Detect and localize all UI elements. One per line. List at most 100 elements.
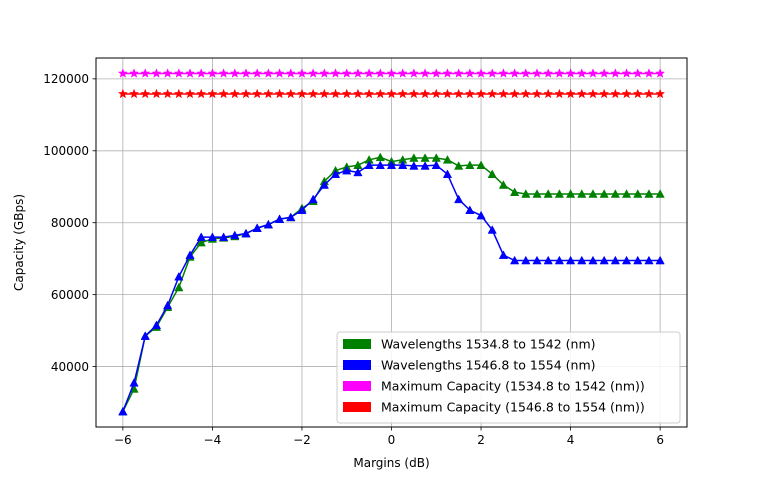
data-point [442,88,453,99]
data-point [118,406,128,416]
data-point [286,212,296,222]
data-point [621,255,632,265]
data-point [196,237,206,247]
data-point [509,88,520,99]
data-point [241,228,251,238]
legend: Wavelengths 1534.8 to 1542 (nm) Wavelengt… [336,331,681,424]
data-point [285,68,296,78]
data-point [532,189,542,198]
data-point [621,68,632,78]
data-point [431,88,442,99]
x-tick-label: −4 [204,433,222,447]
data-point [543,255,553,265]
data-point [644,255,654,265]
data-point [409,161,419,170]
data-point [207,232,218,241]
data-point [565,189,576,198]
data-point [162,88,173,99]
data-point [163,300,173,310]
data-point [475,88,487,99]
data-point [587,68,599,78]
data-point [521,189,531,198]
data-point [184,88,196,99]
data-point [621,189,632,198]
data-point [554,68,565,78]
data-point [420,88,431,99]
data-point [352,68,363,78]
data-point [475,68,487,78]
data-point [375,88,386,99]
x-tick-label: 4 [567,433,575,447]
data-point [375,152,385,162]
data-point [319,88,330,99]
data-point [531,88,543,99]
data-point [610,255,620,265]
data-point [252,88,263,99]
data-point [319,68,330,78]
data-point [610,189,620,198]
data-point [420,68,431,78]
legend-box [336,331,681,424]
data-point [554,255,565,265]
x-axis: −6 −4 −2 0 2 4 6 [114,427,664,447]
data-point [521,255,531,265]
data-point [587,88,599,99]
legend-swatch [343,339,371,349]
data-point [643,68,655,78]
data-point [632,88,643,99]
data-point [218,88,229,99]
data-point [140,68,151,78]
data-point [398,160,408,169]
data-point [218,232,229,241]
y-axis: 40000 60000 80000 100000 120000 [43,72,96,374]
data-point [442,155,453,164]
data-point [453,68,464,78]
data-point [162,68,173,78]
data-point [263,88,274,99]
data-point [465,160,475,169]
data-point [632,68,643,78]
x-tick-label: −6 [114,433,132,447]
data-point [117,88,128,99]
data-point [498,88,509,99]
legend-label: Wavelengths 1534.8 to 1542 (nm) [381,337,596,352]
data-point [520,88,531,99]
data-point [476,210,486,220]
data-point [386,68,397,78]
data-point [498,250,509,259]
data-point [364,88,375,99]
y-tick-label: 60000 [51,288,89,302]
data-point [655,189,665,198]
data-point [140,331,150,340]
data-point [252,68,263,78]
data-point [487,225,497,234]
data-point [576,88,587,99]
data-point [151,68,162,78]
data-point [599,255,609,265]
data-point [588,189,598,198]
data-point [196,68,207,78]
data-point [577,189,587,198]
legend-label: Maximum Capacity (1546.8 to 1554 (nm)) [381,400,645,415]
x-axis-label: Margins (dB) [353,456,429,470]
legend-swatch [343,402,371,412]
data-point [510,187,520,196]
x-tick-label: −2 [293,433,311,447]
series-3 [118,160,665,416]
data-point [431,68,442,78]
data-point [174,271,184,281]
data-point [633,255,643,265]
data-point [173,88,184,99]
data-point [454,194,464,204]
data-point [644,189,654,198]
data-point [375,160,385,169]
data-point [543,88,554,99]
data-point [487,68,498,78]
data-point [353,167,363,177]
data-point [151,320,162,330]
data-point [543,189,553,198]
data-point [229,68,240,78]
data-point [117,68,128,78]
data-point [487,88,498,99]
